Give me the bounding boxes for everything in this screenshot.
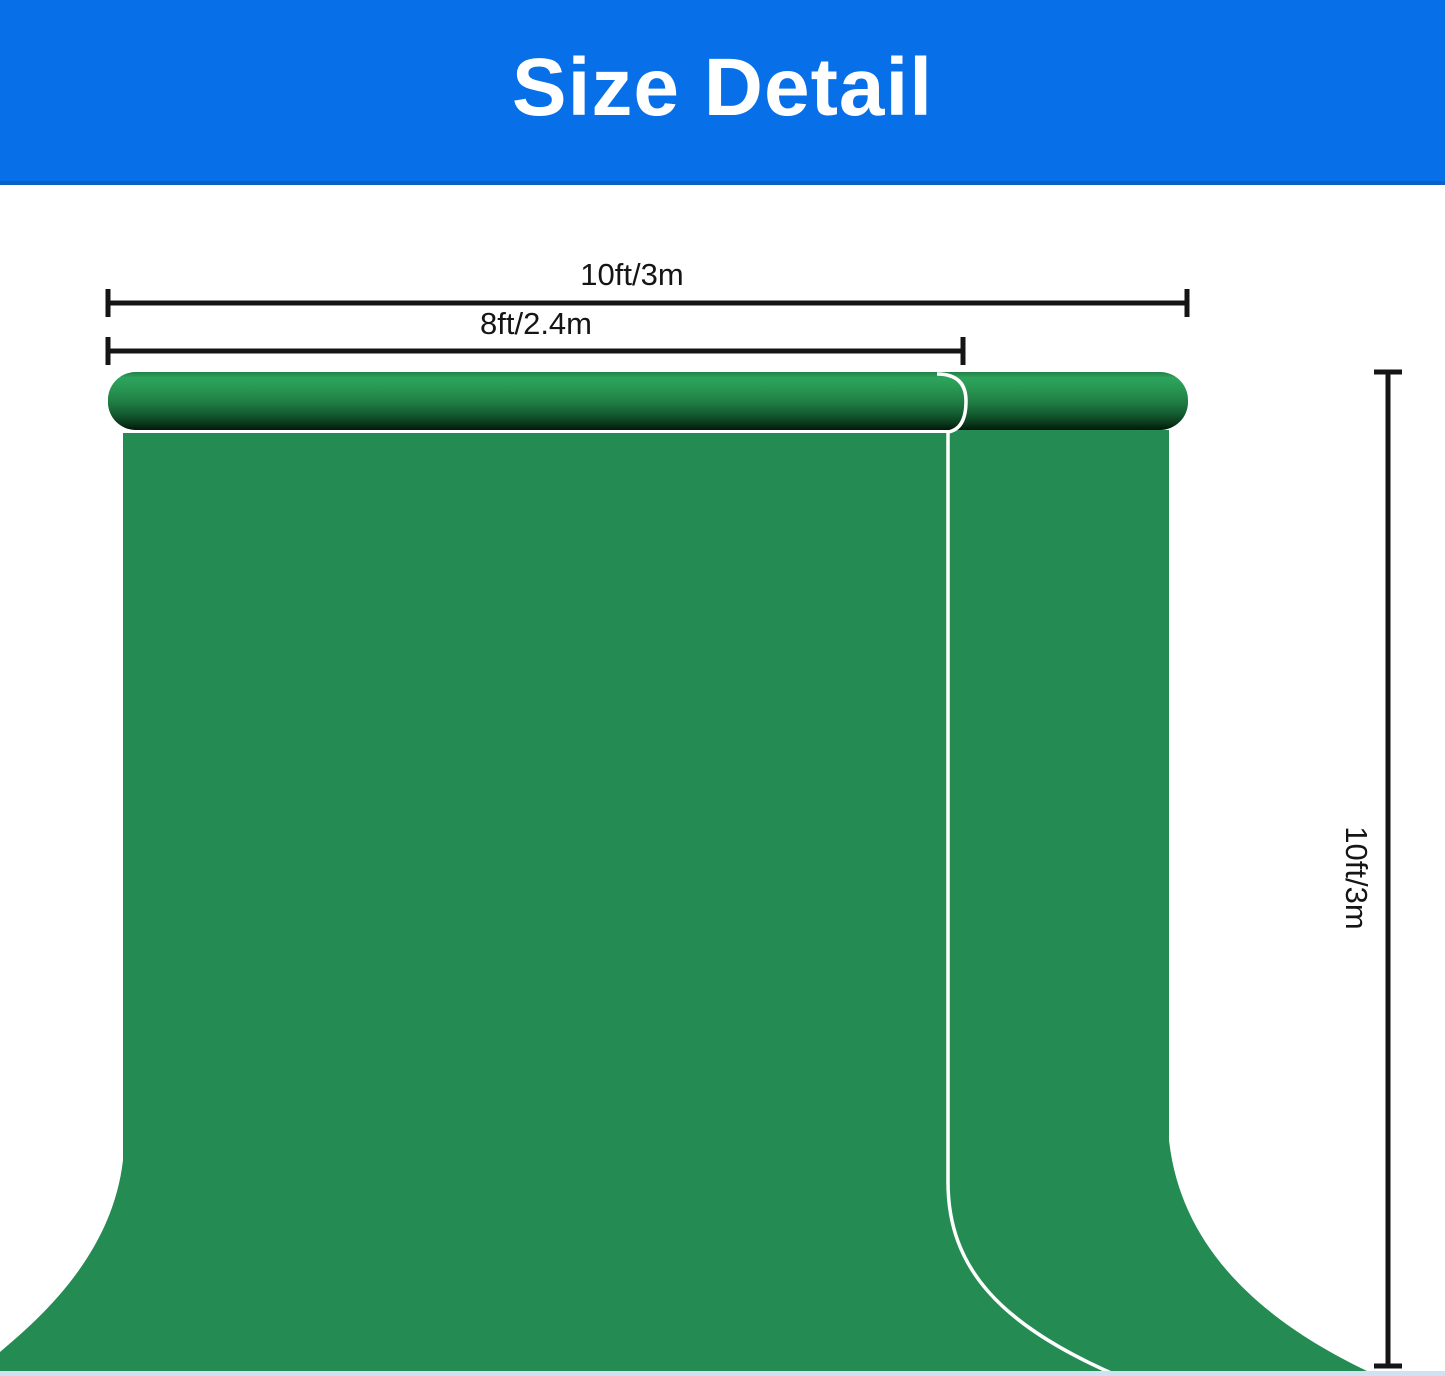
footer-strip xyxy=(0,1371,1445,1376)
front-backdrop-edge-line xyxy=(936,372,1119,1376)
backdrop-fabric xyxy=(0,430,1367,1371)
width-dimension-line-10ft xyxy=(105,289,1190,317)
height-label: 10ft/3m xyxy=(1339,826,1374,930)
height-dimension-line xyxy=(1374,369,1402,1369)
front-width-label: 8ft/2.4m xyxy=(480,306,592,341)
page-title: Size Detail xyxy=(511,41,934,133)
width-dimension-line-8ft xyxy=(105,337,966,365)
total-width-label: 10ft/3m xyxy=(580,257,684,292)
backdrop-rod-front xyxy=(108,372,967,430)
header-banner: Size Detail xyxy=(0,0,1445,185)
